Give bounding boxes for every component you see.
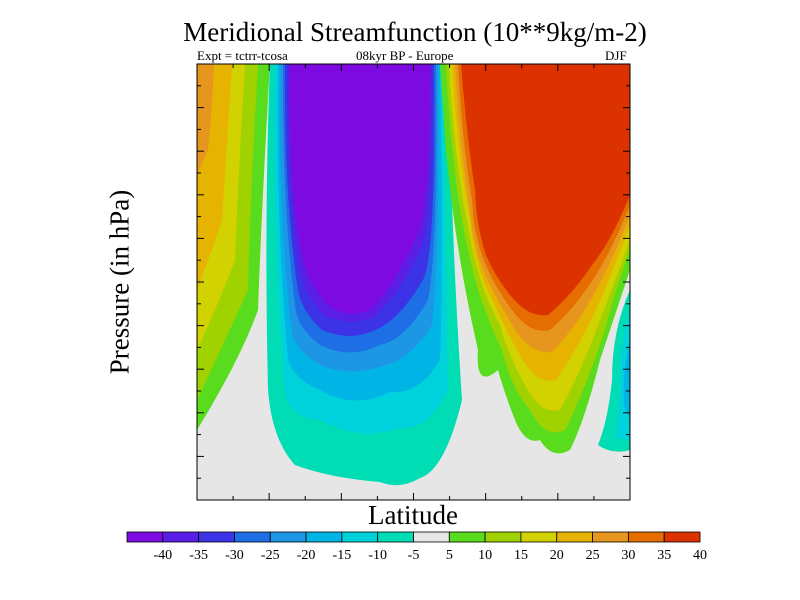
colorbar-tick-label: -15	[333, 548, 352, 563]
colorbar-tick-label: -35	[189, 548, 208, 563]
colorbar-swatch	[520, 531, 558, 543]
colorbar-swatch	[627, 531, 665, 543]
colorbar-tick-label: -30	[225, 548, 244, 563]
colorbar-swatch	[198, 531, 235, 543]
colorbar-swatch	[341, 531, 379, 543]
right-lobe-15	[623, 340, 630, 420]
colorbar-swatch	[234, 531, 271, 543]
colorbar-swatch	[484, 531, 522, 543]
colorbar-swatch	[413, 531, 450, 543]
colorbar-tick-label: 15	[514, 548, 528, 563]
colorbar-tick-label: 5	[446, 548, 453, 563]
season-label: DJF	[605, 48, 627, 63]
colorbar-tick-label: -5	[408, 548, 420, 563]
colorbar-swatch	[126, 531, 164, 543]
pos-column-40	[461, 64, 630, 307]
period-label: 08kyr BP - Europe	[356, 48, 454, 63]
colorbar-swatch	[305, 531, 343, 543]
experiment-label: Expt = tctrr-tcosa	[197, 48, 288, 63]
colorbar-swatch	[377, 531, 414, 543]
colorbar-tick-label: -25	[261, 548, 280, 563]
colorbar-swatch	[269, 531, 307, 543]
colorbar-tick-label: 25	[586, 548, 600, 563]
colorbar-tick-label: -40	[153, 548, 172, 563]
contour-field	[197, 64, 630, 500]
colorbar-swatch	[592, 531, 629, 543]
colorbar-tick-label: -20	[297, 548, 316, 563]
colorbar-tick-label: 20	[550, 548, 564, 563]
x-axis-label: Latitude	[368, 500, 458, 530]
colorbar-tick-label: -10	[368, 548, 387, 563]
colorbar-swatch	[162, 531, 200, 543]
left-lobe-25	[197, 64, 214, 175]
colorbar: -40 -35 -30 -25 -20 -15 -10 -5 5 10 15 20 25 30 35 40	[126, 531, 707, 563]
colorbar-swatch	[448, 531, 486, 543]
chart-title: Meridional Streamfunction (10**9kg/m-2)	[183, 17, 647, 47]
axis-ticks	[197, 64, 630, 500]
neg-column-40	[289, 64, 430, 314]
colorbar-tick-label: 40	[693, 548, 707, 563]
colorbar-swatch	[556, 531, 593, 543]
colorbar-tick-label: 10	[478, 548, 492, 563]
colorbar-tick-label: 30	[621, 548, 635, 563]
colorbar-swatch	[663, 531, 701, 543]
colorbar-tick-label: 35	[657, 548, 671, 563]
